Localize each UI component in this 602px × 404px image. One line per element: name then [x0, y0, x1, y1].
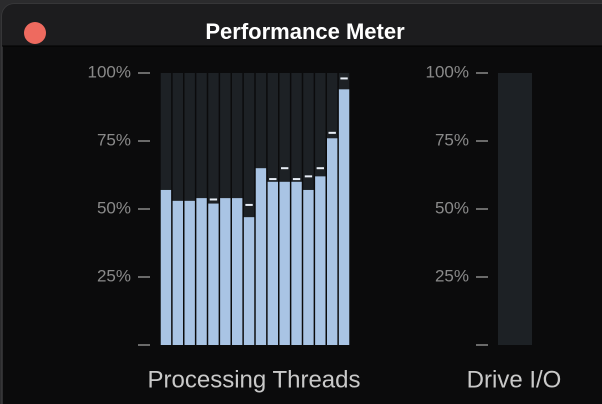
bar: [338, 89, 350, 345]
y-tick-label: 25%: [435, 266, 469, 285]
bar-track: [243, 73, 255, 345]
y-tick-label: 100%: [88, 62, 131, 81]
bar: [267, 181, 278, 345]
x-axis-label: Drive I/O: [467, 366, 562, 393]
peak-marker: [340, 77, 348, 80]
bar-track: [498, 73, 532, 345]
bar: [255, 168, 267, 345]
bar: [243, 217, 255, 345]
y-tick-label: 75%: [435, 130, 469, 149]
title-bar: [2, 4, 602, 46]
y-tick-label: 50%: [97, 198, 131, 217]
x-axis-label: Processing Threads: [148, 366, 361, 393]
y-tick-label: 100%: [426, 62, 469, 81]
bar: [303, 189, 314, 345]
y-tick-label: 25%: [97, 266, 131, 285]
peak-marker: [292, 178, 301, 181]
bar: [172, 200, 183, 345]
peak-marker: [269, 178, 277, 181]
bar: [279, 181, 290, 345]
peak-marker: [316, 167, 324, 170]
bar: [196, 198, 207, 345]
y-tick-label: 75%: [97, 130, 131, 149]
bar: [232, 198, 243, 345]
peak-marker: [209, 198, 218, 201]
bar: [160, 189, 172, 345]
peak-marker: [281, 167, 289, 170]
bar: [327, 138, 338, 345]
bar: [220, 198, 231, 345]
close-button[interactable]: [24, 22, 46, 44]
bar: [208, 203, 219, 345]
bar: [315, 176, 326, 345]
bar: [184, 200, 195, 345]
peak-marker: [304, 175, 313, 178]
y-tick-label: 50%: [435, 198, 469, 217]
peak-marker: [245, 203, 253, 206]
peak-marker: [328, 131, 336, 134]
bar: [291, 181, 302, 345]
window-title: Performance Meter: [205, 19, 405, 44]
